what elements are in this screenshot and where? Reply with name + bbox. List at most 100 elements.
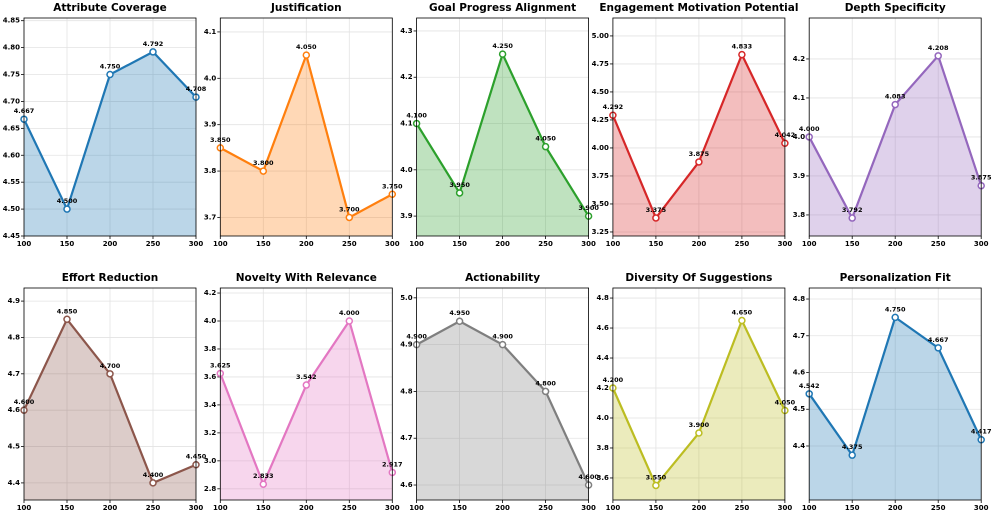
area xyxy=(809,55,982,237)
x-tick-label: 200 xyxy=(888,504,903,512)
point xyxy=(934,344,942,352)
value-label: 4.750 xyxy=(885,305,906,313)
point xyxy=(455,189,464,197)
value-label: 4.050 xyxy=(535,135,556,143)
chart-title: Diversity Of Suggestions xyxy=(625,272,772,284)
y-tick-label: 3.8 xyxy=(204,345,217,353)
y-tick-label: 4.8 xyxy=(596,294,609,302)
x-tick-label: 300 xyxy=(581,240,596,248)
chart-title: Goal Progress Alignment xyxy=(429,2,576,14)
x-tick-label: 150 xyxy=(60,504,75,512)
x-tick-label: 200 xyxy=(692,504,707,512)
value-label: 4.833 xyxy=(732,43,753,51)
x-tick-label: 100 xyxy=(409,240,424,248)
plot-frame xyxy=(23,287,197,501)
x-tick-label: 100 xyxy=(606,240,621,248)
y-tick-label: 3.7 xyxy=(204,213,217,221)
value-label: 4.850 xyxy=(57,307,78,315)
y-tick-label: 3.2 xyxy=(204,429,217,437)
y-tick-label: 4.80 xyxy=(3,44,20,52)
y-tick-label: 3.9 xyxy=(400,212,413,220)
value-label: 4.083 xyxy=(885,93,906,101)
plot-frame xyxy=(416,17,590,237)
value-label: 3.800 xyxy=(253,159,274,167)
x-tick-label: 250 xyxy=(538,504,553,512)
point xyxy=(498,340,507,349)
point xyxy=(455,317,464,325)
y-tick-label: 4.8 xyxy=(8,333,21,341)
area xyxy=(416,321,589,500)
y-tick-label: 4.8 xyxy=(400,387,413,395)
y-tick-label: 4.6 xyxy=(8,406,21,414)
x-tick-label: 150 xyxy=(845,240,860,248)
point xyxy=(652,481,660,490)
plot-frame xyxy=(416,287,590,501)
x-tick-label: 200 xyxy=(888,240,903,248)
x-tick-label: 250 xyxy=(538,240,553,248)
chart-title: Personalization Fit xyxy=(840,272,951,284)
y-tick-label: 4.2 xyxy=(793,55,806,63)
y-tick-label: 4.85 xyxy=(3,17,20,25)
x-tick-label: 250 xyxy=(342,240,357,248)
x-tick-label: 300 xyxy=(778,504,793,512)
y-tick-label: 2.8 xyxy=(204,485,217,493)
value-label: 4.792 xyxy=(143,40,164,48)
y-tick-label: 4.2 xyxy=(204,289,217,297)
y-tick-label: 4.8 xyxy=(793,295,806,303)
y-tick-label: 4.6 xyxy=(793,369,806,377)
y-tick-label: 4.75 xyxy=(592,60,609,68)
x-tick-label: 150 xyxy=(60,240,75,248)
plot-frame xyxy=(612,287,786,501)
point xyxy=(63,315,71,324)
value-label: 4.000 xyxy=(339,309,360,317)
value-label: 4.800 xyxy=(535,379,556,387)
y-tick-label: 4.1 xyxy=(793,94,806,102)
area xyxy=(612,320,785,500)
x-tick-label: 250 xyxy=(735,240,750,248)
value-label: 4.050 xyxy=(296,43,317,51)
value-label: 3.792 xyxy=(842,206,863,214)
point xyxy=(259,480,268,488)
x-tick-label: 100 xyxy=(17,504,32,512)
point xyxy=(541,387,550,396)
value-label: 3.375 xyxy=(646,206,667,214)
y-tick-label: 4.1 xyxy=(400,120,413,128)
x-tick-label: 300 xyxy=(974,504,989,512)
point xyxy=(302,51,311,59)
x-tick-label: 200 xyxy=(299,240,314,248)
point xyxy=(891,100,899,109)
x-tick-label: 200 xyxy=(103,504,118,512)
x-tick-label: 250 xyxy=(146,504,161,512)
x-tick-label: 300 xyxy=(385,240,400,248)
y-tick-label: 4.4 xyxy=(8,479,21,487)
area xyxy=(24,319,196,500)
y-tick-label: 3.8 xyxy=(204,167,217,175)
y-tick-label: 4.0 xyxy=(204,74,217,82)
x-tick-label: 200 xyxy=(299,504,314,512)
x-tick-label: 250 xyxy=(931,240,946,248)
x-tick-label: 150 xyxy=(256,504,271,512)
chart-title: Actionability xyxy=(465,272,540,284)
y-tick-label: 4.50 xyxy=(592,88,609,96)
x-tick-label: 100 xyxy=(409,504,424,512)
x-tick-label: 100 xyxy=(213,240,228,248)
value-label: 4.375 xyxy=(842,443,863,451)
y-tick-label: 4.00 xyxy=(592,144,609,152)
point xyxy=(695,158,703,166)
y-tick-label: 4.45 xyxy=(3,232,20,240)
y-tick-label: 3.50 xyxy=(592,200,609,208)
y-tick-label: 4.6 xyxy=(400,481,413,489)
area xyxy=(612,54,785,236)
value-label: 3.700 xyxy=(339,205,360,213)
y-tick-label: 4.4 xyxy=(596,354,609,362)
y-tick-label: 4.2 xyxy=(400,73,413,81)
chart-title: Novelty With Relevance xyxy=(236,272,377,284)
point xyxy=(302,381,311,389)
x-tick-label: 200 xyxy=(495,504,510,512)
chart-title: Effort Reduction xyxy=(62,272,158,284)
point xyxy=(259,167,268,175)
point xyxy=(934,52,942,60)
x-tick-label: 100 xyxy=(213,504,228,512)
value-label: 4.250 xyxy=(492,42,513,50)
x-tick-label: 250 xyxy=(146,240,161,248)
